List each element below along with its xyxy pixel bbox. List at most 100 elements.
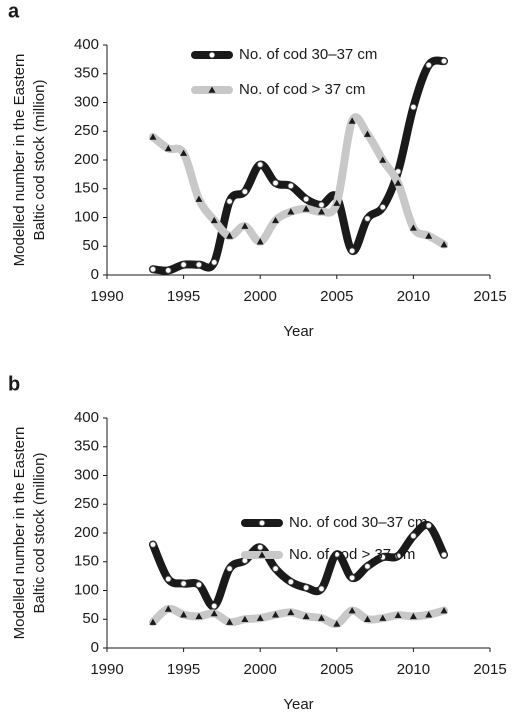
point-marker: [226, 198, 233, 205]
series-line: [148, 520, 449, 611]
point-marker: [164, 605, 172, 612]
point-marker: [256, 238, 264, 245]
point-marker: [226, 618, 234, 625]
point-marker: [195, 581, 203, 588]
point-marker: [272, 565, 279, 572]
point-marker: [195, 195, 203, 202]
y-tick-label: 0: [91, 639, 99, 656]
point-marker: [165, 267, 172, 274]
point-marker: [425, 522, 432, 529]
point-marker: [256, 614, 264, 621]
y-axis-title: Baltic cod stock (million): [31, 453, 48, 614]
point-marker: [333, 551, 340, 558]
point-marker: [180, 149, 188, 156]
point-marker: [425, 611, 433, 618]
point-marker: [394, 611, 402, 619]
y-tick-label: 300: [74, 93, 99, 110]
point-marker: [364, 563, 371, 570]
point-marker: [364, 215, 371, 222]
point-marker: [379, 553, 386, 561]
point-marker: [180, 611, 188, 618]
point-marker: [241, 615, 249, 623]
point-marker: [195, 612, 203, 620]
point-marker: [164, 145, 172, 152]
point-marker: [409, 612, 417, 620]
x-axis-title: Year: [283, 696, 313, 713]
y-tick-label: 100: [74, 581, 99, 598]
y-tick-label: 400: [74, 409, 99, 426]
legend-marker: [258, 519, 266, 527]
y-tick-label: 400: [74, 36, 99, 53]
panel-label: b: [8, 373, 20, 395]
point-marker: [226, 232, 234, 239]
point-marker: [287, 182, 295, 190]
x-axis-title: Year: [283, 323, 313, 340]
y-tick-label: 300: [74, 466, 99, 483]
legend-marker: [208, 86, 216, 93]
point-marker: [241, 188, 249, 195]
y-tick-label: 150: [74, 553, 99, 570]
point-marker: [257, 161, 264, 168]
legend-label: No. of cod > 37 cm: [239, 81, 365, 98]
chart-panel: a 0 50 100 150 200 250 300 350 400 1990 1995 2000 200…: [8, 0, 507, 340]
series-line: [148, 113, 449, 249]
x-tick-label: 1995: [167, 288, 200, 305]
point-marker: [302, 584, 310, 591]
point-marker: [211, 602, 218, 610]
point-marker: [394, 179, 402, 186]
legend-label: No. of cod > 37 cm: [289, 546, 415, 563]
point-marker: [149, 266, 157, 273]
x-tick-label: 2000: [244, 288, 277, 305]
x-tick-label: 2000: [244, 661, 277, 678]
y-tick-label: 350: [74, 65, 99, 82]
point-marker: [348, 607, 356, 614]
point-marker: [317, 208, 325, 215]
point-marker: [287, 208, 295, 215]
point-marker: [425, 61, 432, 69]
point-marker: [348, 117, 356, 124]
legend-label: No. of cod 30–37 cm: [289, 514, 427, 531]
point-marker: [272, 611, 280, 618]
point-marker: [440, 57, 448, 65]
x-tick-label: 2015: [473, 661, 506, 678]
point-marker: [379, 203, 386, 211]
point-marker: [394, 552, 402, 560]
point-marker: [410, 103, 417, 111]
point-marker: [180, 261, 187, 268]
point-marker: [410, 532, 417, 540]
point-marker: [211, 259, 218, 266]
point-marker: [210, 216, 218, 224]
point-marker: [149, 618, 157, 625]
y-tick-label: 0: [91, 266, 99, 283]
point-marker: [165, 575, 172, 583]
y-tick-label: 200: [74, 524, 99, 541]
point-marker: [348, 574, 356, 582]
point-marker: [149, 133, 157, 140]
point-marker: [348, 247, 356, 255]
point-marker: [317, 614, 325, 621]
x-tick-label: 2010: [397, 288, 430, 305]
y-tick-label: 100: [74, 208, 99, 225]
y-tick-label: 50: [82, 610, 99, 627]
point-marker: [333, 620, 341, 627]
point-marker: [363, 615, 371, 623]
point-marker: [195, 261, 203, 268]
point-marker: [363, 130, 371, 137]
y-tick-label: 250: [74, 495, 99, 512]
point-marker: [333, 199, 341, 206]
x-tick-label: 2010: [397, 661, 430, 678]
x-tick-label: 2005: [320, 288, 353, 305]
y-tick-label: 350: [74, 438, 99, 455]
y-tick-label: 150: [74, 180, 99, 197]
point-marker: [287, 578, 295, 586]
x-tick-label: 1995: [167, 661, 200, 678]
legend-label: No. of cod 30–37 cm: [239, 46, 377, 63]
point-marker: [210, 610, 218, 617]
point-marker: [180, 580, 187, 587]
y-axis-title: Modelled number in the Eastern: [11, 54, 28, 267]
point-marker: [409, 224, 417, 231]
y-axis-title: Modelled number in the Eastern: [11, 427, 28, 640]
y-tick-label: 200: [74, 151, 99, 168]
x-tick-label: 1990: [90, 288, 123, 305]
